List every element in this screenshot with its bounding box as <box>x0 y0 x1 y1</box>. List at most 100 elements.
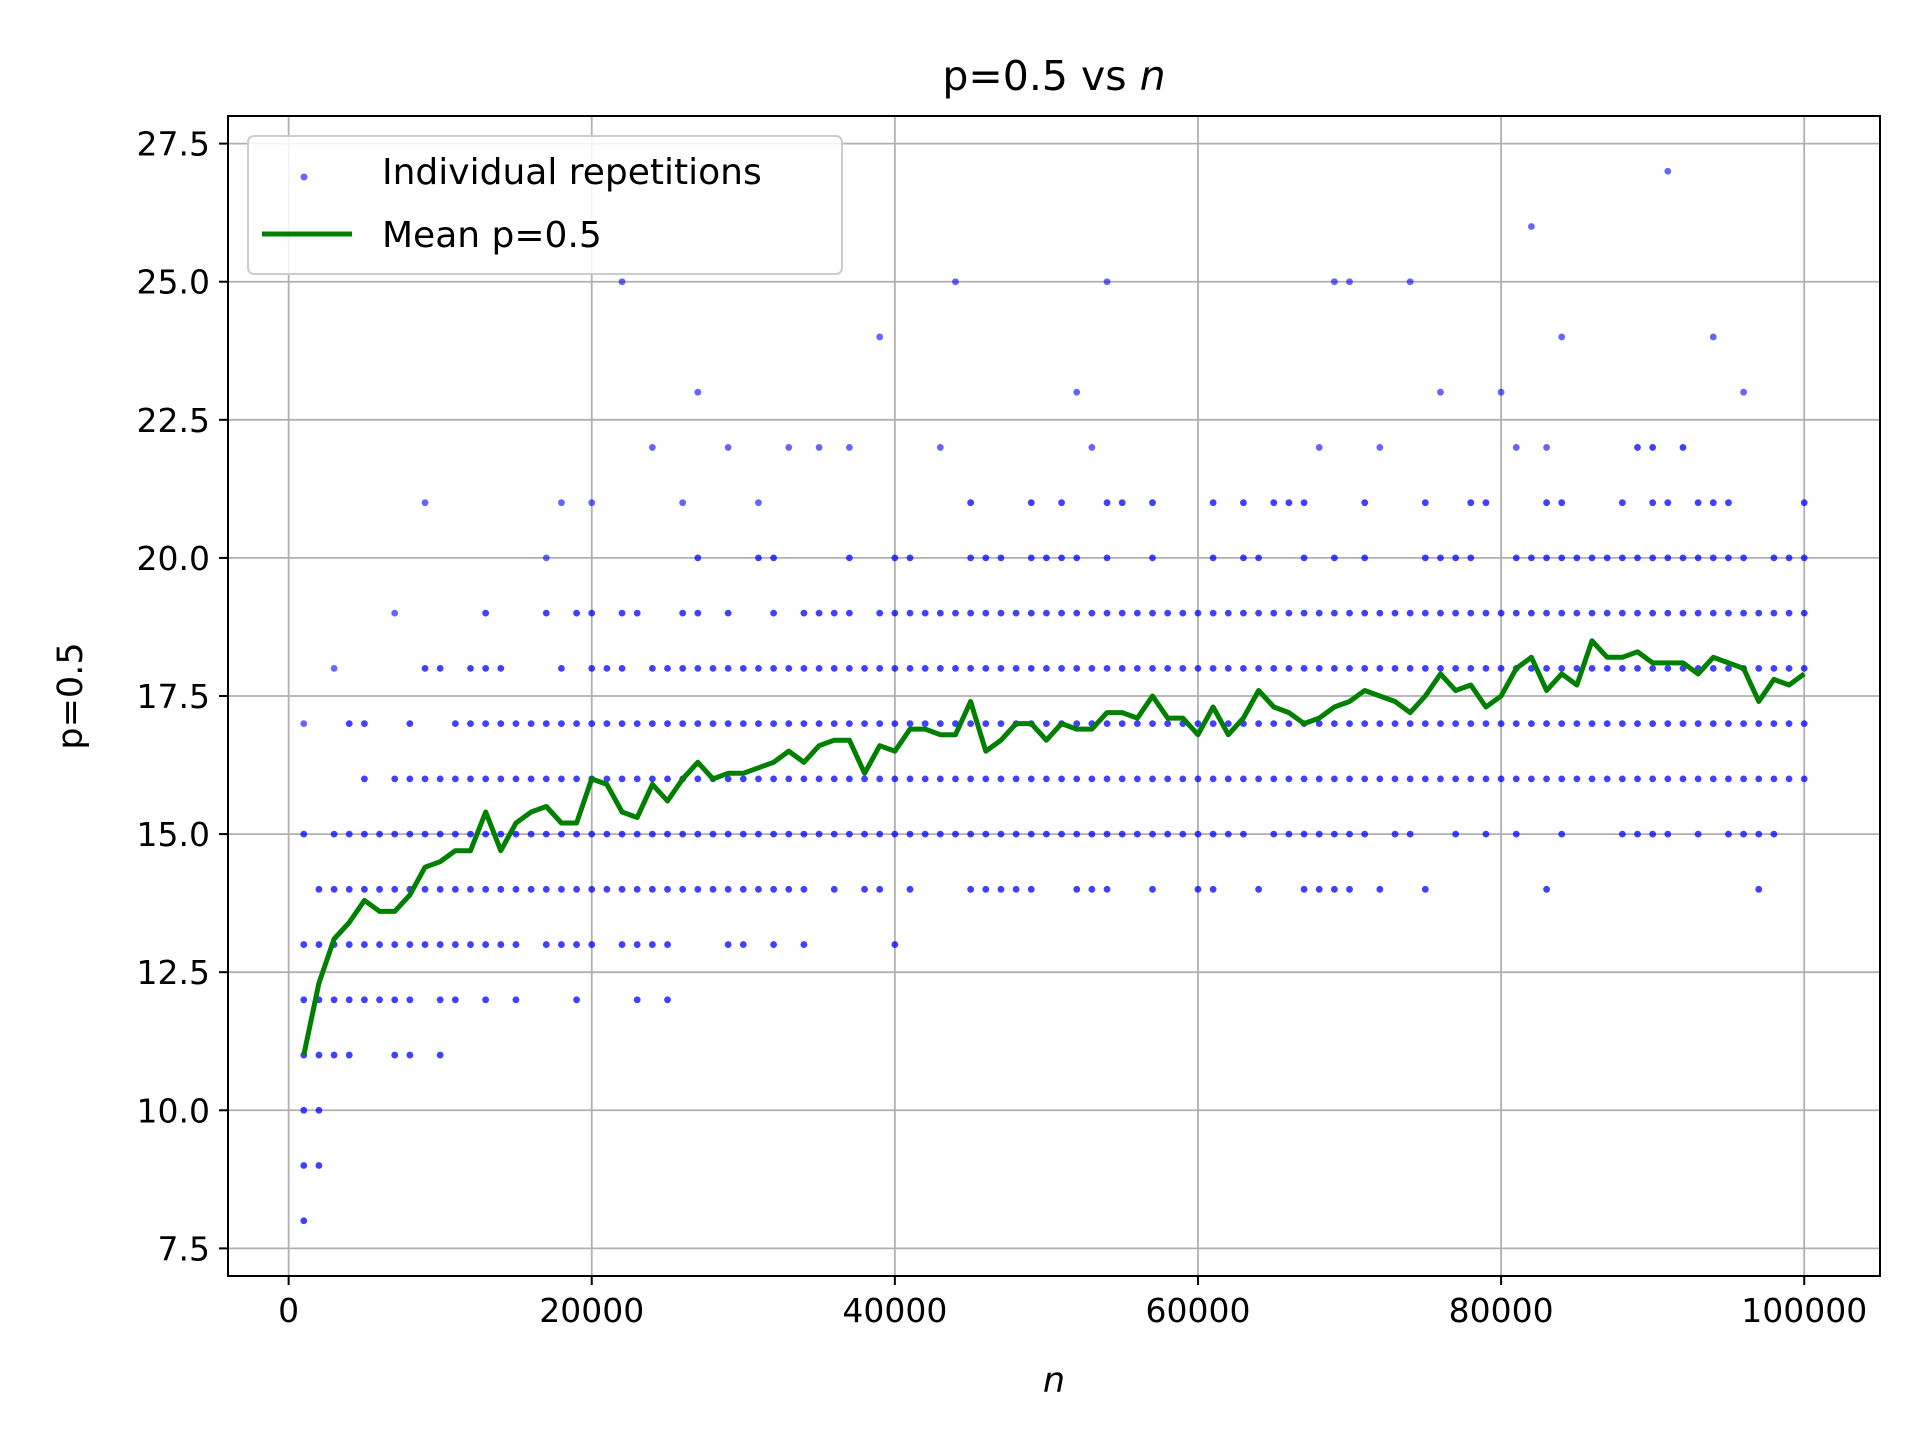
scatter-point <box>1300 609 1308 617</box>
scatter-point <box>1209 664 1217 672</box>
scatter-point <box>1103 720 1111 728</box>
scatter-point <box>815 664 823 672</box>
x-tick-label: 0 <box>278 1291 299 1330</box>
scatter-point <box>451 775 459 783</box>
scatter-point <box>1346 609 1353 617</box>
scatter-point <box>1437 609 1444 617</box>
scatter-point <box>830 885 838 893</box>
scatter-point <box>815 775 823 783</box>
scatter-point <box>376 941 383 948</box>
scatter-point <box>467 775 474 783</box>
scatter-point <box>1694 499 1702 507</box>
y-tick-label: 12.5 <box>137 953 210 992</box>
scatter-point <box>361 775 368 783</box>
scatter-point <box>694 609 702 617</box>
scatter-point <box>694 664 702 672</box>
scatter-point <box>1300 885 1308 893</box>
scatter-point <box>1558 775 1566 783</box>
scatter-point <box>967 499 975 507</box>
scatter-point <box>512 996 520 1004</box>
scatter-point <box>1391 720 1399 728</box>
scatter-point <box>1179 830 1187 838</box>
scatter-point <box>845 720 853 728</box>
scatter-point <box>1679 720 1687 728</box>
scatter-point <box>512 720 520 728</box>
scatter-point <box>1179 664 1187 672</box>
scatter-point <box>1770 609 1778 617</box>
scatter-point <box>1725 609 1732 617</box>
scatter-point <box>1785 609 1793 617</box>
scatter-point <box>618 664 626 672</box>
legend-scatter-marker <box>300 173 308 181</box>
scatter-point <box>1224 609 1232 617</box>
scatter-point <box>1497 609 1505 617</box>
scatter-point <box>1497 664 1505 672</box>
scatter-point <box>891 720 899 728</box>
scatter-point <box>588 885 596 893</box>
scatter-point <box>1664 554 1672 562</box>
x-axis-ticks: 0 20000 40000 60000 80000 100000 <box>278 1276 1867 1330</box>
scatter-point <box>361 941 368 948</box>
scatter-point <box>421 830 429 838</box>
scatter-point <box>1088 664 1096 672</box>
scatter-point <box>724 941 732 948</box>
scatter-point <box>1149 830 1156 838</box>
scatter-point <box>770 609 778 617</box>
scatter-point <box>739 775 747 783</box>
scatter-point <box>512 941 520 948</box>
scatter-point <box>1088 830 1096 838</box>
scatter-point <box>406 941 414 948</box>
scatter-point <box>906 830 914 838</box>
scatter-point <box>1573 609 1581 617</box>
scatter-point <box>1482 609 1490 617</box>
scatter-point <box>376 885 383 893</box>
scatter-point <box>1133 720 1141 728</box>
scatter-point <box>1467 554 1475 562</box>
scatter-point <box>1330 775 1338 783</box>
scatter-point <box>952 664 959 672</box>
scatter-point <box>755 720 762 728</box>
scatter-point <box>952 830 959 838</box>
scatter-point <box>1709 554 1717 562</box>
scatter-point <box>603 830 611 838</box>
scatter-point <box>633 885 641 893</box>
scatter-point <box>1588 609 1596 617</box>
scatter-point <box>800 775 808 783</box>
scatter-point <box>845 664 853 672</box>
scatter-point <box>482 830 490 838</box>
scatter-point <box>558 941 565 948</box>
scatter-point <box>800 941 808 948</box>
scatter-point <box>1149 775 1156 783</box>
scatter-point <box>1058 609 1065 617</box>
scatter-point <box>1800 720 1808 728</box>
scatter-point <box>1649 775 1657 783</box>
scatter-point <box>1649 499 1657 507</box>
scatter-point <box>315 1162 323 1169</box>
scatter-point <box>785 720 793 728</box>
scatter-point <box>1543 499 1550 507</box>
scatter-point <box>1164 830 1172 838</box>
scatter-point <box>997 885 1005 893</box>
scatter-point <box>876 775 884 783</box>
scatter-point <box>482 720 490 728</box>
scatter-point <box>861 664 868 672</box>
scatter-point <box>345 720 353 728</box>
scatter-point <box>1770 775 1778 783</box>
scatter-point <box>1285 720 1293 728</box>
scatter-point <box>1603 609 1611 617</box>
scatter-point <box>542 775 550 783</box>
scatter-point <box>315 941 323 948</box>
chart-title-italic: n <box>1140 52 1166 100</box>
scatter-point <box>1194 664 1202 672</box>
scatter-point <box>1376 885 1384 893</box>
scatter-point <box>1528 554 1535 562</box>
x-tick-label: 100000 <box>1741 1291 1867 1330</box>
scatter-point <box>497 941 505 948</box>
scatter-point <box>1103 554 1111 562</box>
scatter-point <box>1346 664 1353 672</box>
scatter-point <box>982 720 990 728</box>
scatter-point <box>1149 720 1156 728</box>
scatter-point <box>1755 720 1763 728</box>
scatter-point <box>1012 664 1020 672</box>
scatter-point <box>1421 720 1429 728</box>
